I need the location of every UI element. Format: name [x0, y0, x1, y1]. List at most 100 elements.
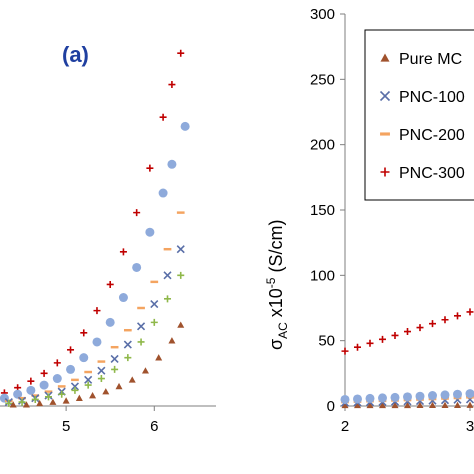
panel-b-data-point [391, 331, 399, 339]
panel-a-data-point [118, 293, 128, 303]
panel-a-data-point [9, 401, 17, 408]
panel-a-data-point [106, 280, 114, 288]
panel-a-data-point [168, 81, 176, 89]
panel-b-data-point [429, 320, 436, 328]
panel-a-data-point [27, 377, 35, 385]
panel-a-data-point [158, 188, 168, 198]
panel-a-data-point [115, 382, 123, 390]
y-label-unit: (S/cm) [266, 220, 286, 278]
panel-a-data-point [13, 389, 23, 399]
panel-a-data-point [52, 374, 62, 384]
panel-a-data-point [53, 359, 61, 367]
panel-a-data-point [110, 345, 119, 349]
legend-label: PNC-300 [399, 165, 465, 182]
panel-a-data-point [163, 271, 172, 280]
panel-a-data-point [84, 375, 93, 384]
panel-b-data-point [340, 394, 350, 404]
panel-b-data-point [428, 391, 437, 401]
panel-b-data-point [365, 393, 375, 403]
panel-b-series-4 [340, 389, 474, 404]
panel-a-data-point [62, 397, 70, 404]
panel-a-data-point [97, 366, 106, 375]
legend: Pure MC PNC-100 PNC-200 PNC-300 [364, 29, 474, 201]
panel-b-y-tick-label: 100 [310, 267, 335, 284]
panel-a-x-tick-label: 6 [150, 418, 158, 435]
panel-a-data-point [177, 49, 185, 57]
panel-b-data-point [453, 389, 462, 399]
panel-a-data-point [123, 340, 132, 349]
panel-b-y-axis-label: σAC x10-5 (S/cm) [264, 220, 290, 350]
legend-item: PNC-200 [380, 127, 465, 144]
panel-a-data-point [111, 365, 119, 373]
panel-a-data-point [22, 401, 30, 408]
panel-b-data-point [466, 401, 474, 408]
panel-a-x-tick-label: 5 [62, 418, 70, 435]
panel-a-data-point [71, 378, 79, 382]
panel-a-data-point [71, 386, 79, 394]
panel-a-series-2 [4, 211, 185, 402]
panel-b-data-point [403, 392, 412, 402]
panel-b-series-0 [341, 401, 474, 409]
panel-a-data-point [167, 159, 177, 169]
panel-a-data-point [176, 245, 185, 254]
panel-b-data-point [416, 401, 424, 409]
panel-a-data-point [44, 393, 52, 401]
panel-a-data-point [145, 227, 155, 237]
panel-a-data-point [146, 164, 154, 172]
legend-label: PNC-100 [399, 89, 465, 106]
panel-a-data-point [155, 354, 163, 361]
panel-a-data-point [44, 390, 53, 393]
panel-b-data-point [466, 308, 474, 316]
panel-a-data-point [75, 394, 83, 401]
panel-a-data-point [58, 390, 66, 398]
panel-a-data-point [119, 248, 127, 256]
legend-marker [380, 53, 390, 62]
panel-a-data-point [176, 211, 185, 214]
panel-a-data-point [102, 388, 110, 395]
panel-b-data-point [465, 389, 474, 399]
panel-a-data-point [92, 337, 102, 347]
panel-b-data-point [353, 394, 362, 404]
panel-b-series-3 [341, 308, 474, 355]
panel-b-data-point [379, 335, 386, 343]
panel-b-data-point [441, 316, 449, 324]
panel-b-data-point [341, 401, 349, 409]
panel-a-series-5 [9, 321, 185, 408]
legend-label: Pure MC [399, 51, 462, 68]
panel-b-y-tick-label: 150 [310, 202, 335, 219]
legend-label: PNC-200 [399, 127, 465, 144]
panel-b-data-point [354, 401, 361, 409]
panel-b-data-point [391, 401, 399, 409]
panel-b-data-point [415, 391, 425, 401]
panel-a-data-point [159, 113, 167, 121]
panel-a-data-point [177, 321, 185, 328]
y-label-sup: -5 [264, 277, 278, 288]
panel-a-data-point [164, 295, 172, 303]
panel-a-data-point [57, 385, 66, 388]
panel-b-data-point [404, 328, 411, 336]
panel-a-data-point [18, 396, 26, 400]
panel-a: 5 6 (a) [0, 42, 216, 435]
panel-a-data-point [177, 271, 185, 279]
legend-marker [380, 167, 390, 177]
panel-b-data-point [416, 324, 424, 332]
panel-a-data-point [150, 318, 158, 326]
panel-a-data-point [84, 381, 92, 389]
panel-a-data-point [89, 392, 97, 399]
panel-a-data-point [40, 369, 48, 377]
panel-a-data-point [31, 395, 39, 403]
panel-a-data-point [97, 375, 105, 383]
legend-marker [379, 90, 391, 102]
panel-b-y-tick-label: 300 [310, 6, 335, 23]
panel-a-data-point [105, 317, 115, 327]
panel-a-data-point [124, 354, 132, 362]
panel-b-y-tick-label: 50 [318, 333, 335, 350]
panel-a-data-point [97, 360, 106, 363]
panel-a-data-point [137, 306, 145, 310]
y-label-mid: x10 [266, 288, 286, 322]
panel-a-data-point [133, 209, 141, 217]
panel-a-data-point [36, 399, 44, 407]
panel-a-data-point [66, 364, 76, 374]
panel-a-data-point [84, 370, 93, 374]
